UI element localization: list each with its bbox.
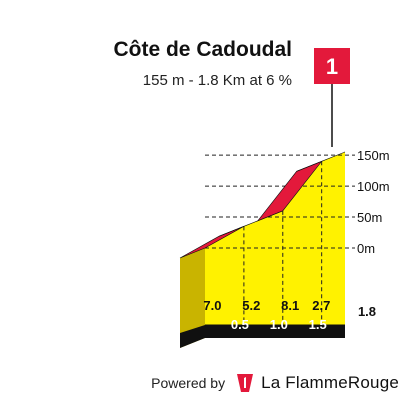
profile-area — [205, 152, 345, 325]
powered-by-text: Powered by — [151, 375, 226, 391]
brand-name: La FlammeRouge — [261, 373, 399, 392]
altitude-tick-label: 150m — [357, 148, 390, 163]
distance-tick-label: 1.8 — [358, 304, 376, 319]
distance-tick-label: 0.5 — [231, 317, 249, 332]
summit-flag-number: 1 — [326, 54, 338, 79]
altitude-tick-label: 100m — [357, 179, 390, 194]
flamme-rouge-logo-icon — [237, 374, 254, 392]
distance-tick-label: 1.0 — [270, 317, 288, 332]
climb-subtitle: 155 m - 1.8 Km at 6 % — [142, 72, 292, 89]
profile-side-wall — [180, 248, 205, 348]
climb-title: Côte de Cadoudal — [113, 38, 292, 61]
distance-tick-label: 1.5 — [309, 317, 327, 332]
distance-band — [180, 325, 345, 348]
gradient-label: 5.2 — [242, 298, 260, 313]
summit-flag-icon — [314, 48, 350, 84]
gradient-label: 8.1 — [281, 298, 299, 313]
gradient-segment-4 — [296, 151, 346, 172]
footer: Powered by La FlammeRouge — [151, 372, 399, 394]
altitude-tick-label: 50m — [357, 210, 382, 225]
gradient-label: 7.0 — [203, 298, 221, 313]
gradient-label: 2.7 — [312, 298, 330, 313]
altitude-tick-label: 0m — [357, 241, 375, 256]
